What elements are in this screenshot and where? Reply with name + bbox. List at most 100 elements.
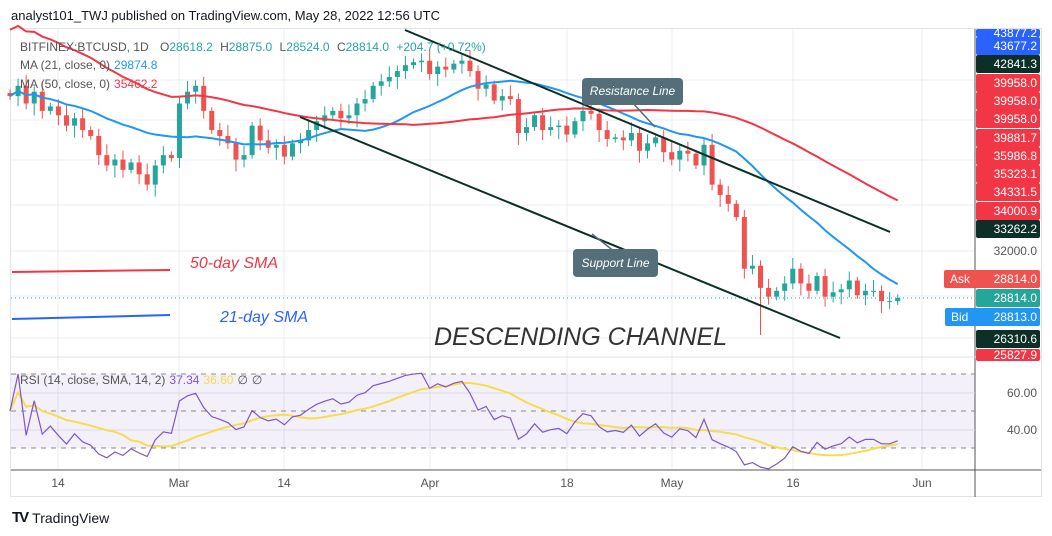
tradingview-logo[interactable]: TV TradingView <box>12 509 109 526</box>
candle-body <box>766 287 772 297</box>
empty-value-symbol: ∅ <box>237 373 248 387</box>
publish-info: analyst101_TWJ published on TradingView.… <box>11 8 440 23</box>
resistance-line-label[interactable]: Resistance Line <box>582 78 683 105</box>
change-value: +204.7 (+0.72%) <box>396 40 486 54</box>
low-value: 28524.0 <box>286 40 330 54</box>
candle-body <box>370 85 376 100</box>
bid-tag: Bid 28813.0 <box>945 308 1040 326</box>
candle-body <box>427 60 433 74</box>
candle-body <box>507 96 513 100</box>
ask-value: 28814.0 <box>993 272 1037 286</box>
candle-body <box>257 125 263 141</box>
candle-body <box>31 91 37 104</box>
ma50-label: MA (50, close, 0) <box>20 77 111 91</box>
candle-body <box>677 150 683 160</box>
candle-body <box>515 99 521 133</box>
close-value: 28814.0 <box>345 40 389 54</box>
price-level-tag: 35986.8 <box>976 146 1040 165</box>
price-level-tag: 42841.3 <box>976 55 1040 74</box>
rsi-value: 37.34 <box>169 373 200 387</box>
candle-body <box>88 130 94 136</box>
candle-body <box>653 137 659 144</box>
candle-body <box>273 144 279 148</box>
time-axis-label: 16 <box>786 476 800 490</box>
price-level-tag: 39881.7 <box>976 128 1040 147</box>
candle-body <box>814 276 820 291</box>
high-label: H <box>220 40 229 54</box>
candle-body <box>749 265 755 269</box>
candle-body <box>580 110 586 122</box>
candle-body <box>790 268 796 284</box>
candle-body <box>120 159 126 170</box>
candle-body <box>782 283 788 291</box>
candle-body <box>225 135 231 144</box>
candle-body <box>604 130 610 139</box>
candle-body <box>39 91 45 111</box>
sma50-legend-line <box>11 269 171 273</box>
open-value: 28618.2 <box>169 40 213 54</box>
price-level-tag: 33262.2 <box>976 220 1040 238</box>
candle-body <box>491 84 497 101</box>
candle-body <box>249 125 255 156</box>
candle-body <box>330 110 336 116</box>
candle-body <box>685 150 691 154</box>
candle-body <box>451 63 457 70</box>
candle-body <box>741 217 747 269</box>
candle-body <box>774 290 780 297</box>
candle-body <box>645 143 651 151</box>
candle-body <box>838 289 844 293</box>
candle-body <box>612 137 618 139</box>
candle-body <box>112 159 118 166</box>
time-axis-label: Apr <box>420 476 440 490</box>
candle-body <box>572 121 578 135</box>
candle-body <box>596 113 602 131</box>
ma50-legend: MA (50, close, 0) 35462.2 <box>20 77 157 91</box>
candle-body <box>475 71 481 89</box>
support-line-label[interactable]: Support Line <box>573 249 658 277</box>
low-tag: 25827.9 <box>976 349 1040 361</box>
rsi-legend: RSI (14, close, SMA, 14, 2) 37.34 36.60 ∅ ∅ <box>20 373 262 387</box>
sma21-legend-line <box>11 314 171 320</box>
candle-body <box>870 290 876 292</box>
candle-body <box>233 143 239 160</box>
rsi-axis-label: 60.00 <box>1006 386 1037 400</box>
candle-body <box>725 194 731 204</box>
rsi-sma-value: 36.60 <box>203 373 234 387</box>
candle-body <box>588 110 594 114</box>
chart-frame[interactable] <box>10 28 1042 497</box>
candle-body <box>354 103 360 116</box>
candle-body <box>467 60 473 72</box>
candle-body <box>193 85 199 92</box>
ma21-legend: MA (21, close, 0) 29874.8 <box>20 58 157 72</box>
candle-body <box>144 174 150 185</box>
candle-body <box>241 155 247 160</box>
candle-body <box>346 115 352 119</box>
candle-body <box>362 99 368 104</box>
candle-body <box>394 71 400 77</box>
candle-body <box>523 127 529 133</box>
candle-body <box>185 91 191 104</box>
candle-body <box>669 152 675 160</box>
rsi-label: RSI (14, close, SMA, 14, 2) <box>20 373 166 387</box>
candle-body <box>168 155 174 159</box>
candle-body <box>419 60 425 63</box>
high-value: 28875.0 <box>228 40 273 54</box>
candle-body <box>483 84 489 89</box>
ma50-line <box>9 24 899 202</box>
ma21-line <box>9 79 899 285</box>
candle-body <box>386 76 392 82</box>
candle-body <box>338 110 344 119</box>
candle-body <box>628 133 634 141</box>
candle-body <box>532 115 538 128</box>
candle-body <box>209 110 215 131</box>
candle-body <box>289 143 295 157</box>
time-axis-label: 18 <box>560 476 574 490</box>
candle-body <box>798 268 804 284</box>
candle-body <box>693 153 699 166</box>
candle-body <box>717 184 723 195</box>
candle-body <box>830 292 836 297</box>
candle-body <box>822 276 828 297</box>
support-trendline <box>299 116 841 339</box>
candle-body <box>548 127 554 131</box>
